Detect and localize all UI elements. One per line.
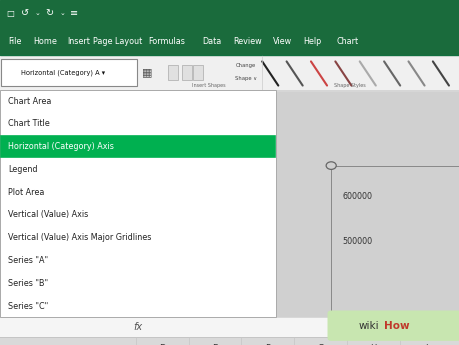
Text: □: □	[6, 9, 14, 18]
Text: Page Layout: Page Layout	[92, 37, 142, 46]
Text: File: File	[8, 37, 22, 46]
Text: ↻: ↻	[45, 9, 54, 18]
Text: ⌄: ⌄	[59, 10, 65, 17]
Text: Insert Shapes: Insert Shapes	[192, 83, 226, 88]
Text: 500000: 500000	[342, 237, 372, 246]
Text: Horizontal (Category) Axis: Horizontal (Category) Axis	[8, 142, 114, 151]
Text: Chart Title: Chart Title	[8, 119, 50, 128]
Bar	[0, 55, 459, 90]
Text: F: F	[265, 344, 270, 345]
FancyBboxPatch shape	[327, 310, 459, 341]
Text: Series "A": Series "A"	[8, 256, 48, 265]
Text: Home: Home	[33, 37, 57, 46]
Bar	[0, 90, 275, 317]
Bar	[0, 337, 459, 345]
Bar	[0, 317, 459, 337]
Text: ↺: ↺	[21, 9, 29, 18]
Text: Help: Help	[303, 37, 321, 46]
Text: Vertical (Value) Axis: Vertical (Value) Axis	[8, 210, 88, 219]
Text: Shape Styles: Shape Styles	[333, 83, 365, 88]
Text: Horizontal (Category) A ▾: Horizontal (Category) A ▾	[21, 69, 105, 76]
Text: Plot Area: Plot Area	[8, 188, 45, 197]
Text: Data: Data	[202, 37, 221, 46]
Text: Review: Review	[233, 37, 261, 46]
Text: I: I	[425, 344, 427, 345]
Text: Insert: Insert	[67, 37, 90, 46]
Text: Shape ∨: Shape ∨	[235, 76, 257, 81]
Text: Change: Change	[235, 63, 256, 68]
Text: Chart: Chart	[336, 37, 358, 46]
Bar	[181, 65, 191, 80]
Text: View: View	[272, 37, 291, 46]
Text: ≡: ≡	[69, 9, 78, 18]
Text: Series "B": Series "B"	[8, 279, 48, 288]
Text: Series "C": Series "C"	[8, 302, 49, 310]
Bar	[193, 65, 203, 80]
Bar	[168, 65, 178, 80]
Text: Chart Area: Chart Area	[8, 97, 51, 106]
Text: Formulas: Formulas	[148, 37, 185, 46]
Bar	[1, 59, 136, 86]
Bar	[0, 27, 459, 55]
Bar	[1, 136, 274, 157]
Text: Legend: Legend	[8, 165, 38, 174]
Text: wiki: wiki	[358, 321, 379, 331]
Text: Vertical (Value) Axis Major Gridlines: Vertical (Value) Axis Major Gridlines	[8, 233, 151, 242]
Bar	[39, 337, 459, 345]
Bar	[0, 337, 39, 345]
Text: fx: fx	[133, 323, 142, 332]
Text: 600000: 600000	[342, 192, 372, 201]
Text: H: H	[370, 344, 376, 345]
Text: ▦: ▦	[142, 68, 152, 77]
Text: E: E	[212, 344, 217, 345]
Bar	[0, 0, 459, 27]
Text: ⌄: ⌄	[35, 10, 40, 17]
Text: D: D	[158, 344, 165, 345]
Text: How: How	[384, 321, 409, 331]
Text: G: G	[317, 344, 324, 345]
